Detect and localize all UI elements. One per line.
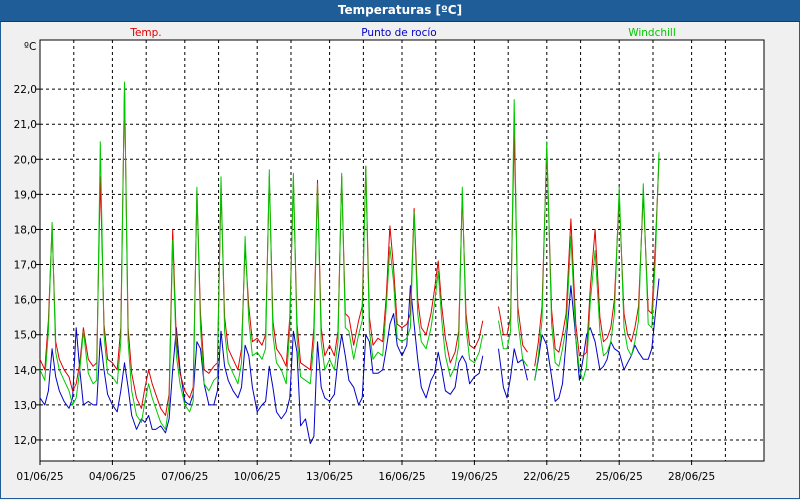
x-tick-label: 10/06/25 bbox=[234, 471, 281, 483]
x-tick-label: 25/06/25 bbox=[596, 471, 643, 483]
x-tick-label: 16/06/25 bbox=[378, 471, 425, 483]
x-tick-label: 28/06/25 bbox=[668, 471, 715, 483]
y-tick-label: 17,0 bbox=[14, 260, 37, 272]
y-tick-label: 13,0 bbox=[14, 400, 37, 412]
x-tick-label: 01/06/25 bbox=[16, 471, 63, 483]
legend: Temp. Punto de rocío Windchill bbox=[129, 27, 675, 39]
y-tick-label: 12,0 bbox=[14, 435, 37, 447]
y-tick-label: 22,0 bbox=[14, 84, 37, 96]
y-axis-ticks: 12,0 13,0 14,0 15,0 16,0 17,0 18,0 19,0 20,0 21,0… bbox=[14, 84, 40, 447]
x-tick-label: 04/06/25 bbox=[89, 471, 136, 483]
y-tick-label: 20,0 bbox=[14, 154, 37, 166]
y-tick-label: 18,0 bbox=[14, 224, 37, 236]
x-tick-label: 13/06/25 bbox=[306, 471, 353, 483]
y-axis-label: ºC bbox=[24, 41, 36, 53]
legend-entry: Temp. bbox=[129, 27, 161, 39]
x-tick-label: 22/06/25 bbox=[523, 471, 570, 483]
y-tick-label: 19,0 bbox=[14, 189, 37, 201]
legend-entry: Punto de rocío bbox=[361, 27, 436, 39]
x-axis-ticks: 01/06/25 04/06/25 07/06/25 10/06/25 13/06/25… bbox=[16, 461, 715, 483]
y-tick-label: 15,0 bbox=[14, 330, 37, 342]
temperature-chart: ºC Temp. Punto de rocío Windchill 12,0 13,0… bbox=[0, 0, 800, 500]
legend-entry: Windchill bbox=[628, 27, 676, 39]
y-tick-label: 16,0 bbox=[14, 295, 37, 307]
x-tick-label: 07/06/25 bbox=[161, 471, 208, 483]
y-tick-label: 21,0 bbox=[14, 119, 37, 131]
y-tick-label: 14,0 bbox=[14, 365, 37, 377]
x-tick-label: 19/06/25 bbox=[451, 471, 498, 483]
